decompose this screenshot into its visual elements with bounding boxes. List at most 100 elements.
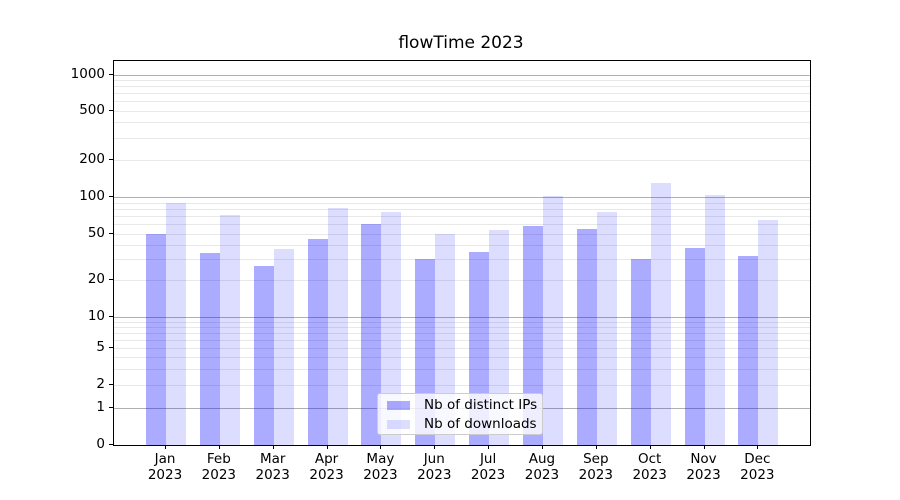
x-tick-mark — [165, 445, 166, 449]
y-tick-label: 100 — [79, 188, 105, 204]
minor-gridline — [114, 86, 810, 88]
y-tick-mark — [109, 196, 113, 197]
minor-gridline — [114, 208, 810, 210]
bar-downloads — [758, 219, 779, 445]
x-tick-label: Mar 2023 — [255, 451, 290, 483]
bar-distinct-ips — [146, 234, 166, 445]
x-tick-label: Jan 2023 — [147, 451, 183, 483]
x-tick-mark — [218, 445, 220, 449]
x-tick-mark — [434, 445, 436, 449]
major-gridline — [114, 74, 810, 76]
y-tick-mark — [109, 316, 113, 317]
minor-gridline — [114, 216, 810, 218]
major-gridline — [114, 197, 810, 198]
y-tick-mark — [109, 109, 113, 111]
y-tick-label: 50 — [87, 225, 105, 241]
y-tick-mark — [109, 73, 113, 75]
bar-downloads — [489, 229, 510, 445]
minor-gridline — [114, 326, 810, 328]
minor-gridline — [114, 137, 810, 139]
bar-distinct-ips — [630, 259, 651, 445]
y-tick-mark — [109, 443, 113, 445]
x-tick-mark — [326, 445, 328, 449]
bar-downloads — [219, 214, 240, 445]
legend-swatch-distinct-ips — [387, 401, 410, 410]
legend-item-downloads: Nb of downloads — [378, 415, 542, 434]
x-tick-mark — [488, 445, 490, 449]
chart-title: flowTime 2023 — [398, 33, 524, 53]
bar-downloads — [704, 195, 725, 445]
minor-gridline — [114, 122, 810, 124]
bar-distinct-ips — [684, 247, 705, 445]
minor-gridline — [114, 385, 810, 386]
x-tick-mark — [757, 445, 759, 449]
bar-downloads — [327, 208, 348, 445]
y-tick-mark — [109, 384, 113, 385]
minor-gridline — [114, 110, 810, 112]
x-tick-label: Dec 2023 — [740, 451, 775, 483]
x-tick-label: Oct 2023 — [632, 451, 667, 483]
bar-distinct-ips — [199, 253, 220, 445]
bar-downloads — [596, 211, 617, 445]
y-tick-mark — [109, 347, 113, 348]
y-tick-label: 500 — [79, 101, 105, 118]
y-tick-label: 1000 — [70, 65, 105, 82]
minor-gridline — [114, 234, 810, 235]
x-tick-mark — [703, 445, 705, 449]
y-tick-mark — [109, 233, 113, 234]
y-tick-mark — [109, 278, 113, 280]
x-tick-mark — [380, 445, 382, 449]
x-tick-mark — [541, 445, 543, 449]
y-tick-label: 2 — [96, 376, 105, 392]
x-tick-label: Nov 2023 — [686, 451, 721, 483]
minor-gridline — [114, 79, 810, 81]
minor-gridline — [114, 101, 810, 103]
x-tick-label: Apr 2023 — [309, 451, 344, 483]
minor-gridline — [114, 202, 810, 204]
y-tick-mark — [109, 158, 113, 160]
y-tick-mark — [109, 406, 113, 408]
bar-downloads — [273, 248, 294, 445]
legend-item-distinct-ips: Nb of distinct IPs — [378, 396, 542, 415]
legend: Nb of distinct IPs Nb of downloads — [377, 393, 543, 435]
minor-gridline — [114, 339, 810, 341]
x-tick-mark — [272, 445, 274, 449]
bar-downloads — [166, 203, 186, 445]
y-tick-label: 5 — [96, 339, 105, 355]
bar-distinct-ips — [522, 226, 543, 445]
x-tick-label: Jun 2023 — [417, 451, 452, 483]
legend-label-distinct-ips: Nb of distinct IPs — [424, 397, 538, 413]
minor-gridline — [114, 357, 810, 358]
legend-swatch-downloads — [387, 420, 410, 429]
y-tick-label: 0 — [96, 435, 105, 452]
x-tick-label: Feb 2023 — [201, 451, 237, 483]
bar-downloads — [650, 182, 671, 445]
x-tick-label: Sep 2023 — [578, 451, 613, 483]
minor-gridline — [114, 93, 810, 95]
y-tick-label: 20 — [87, 270, 105, 287]
minor-gridline — [114, 368, 810, 370]
bar-distinct-ips — [253, 266, 274, 445]
plot-area — [113, 60, 811, 446]
x-tick-label: Aug 2023 — [524, 451, 560, 483]
bar-downloads — [435, 234, 456, 445]
y-tick-label: 10 — [87, 308, 105, 324]
minor-gridline — [114, 321, 810, 323]
bar-distinct-ips — [307, 239, 328, 445]
bar-distinct-ips — [738, 256, 759, 445]
legend-label-downloads: Nb of downloads — [424, 416, 537, 432]
bar-distinct-ips — [576, 228, 597, 445]
x-tick-mark — [649, 445, 651, 449]
y-tick-label: 1 — [96, 398, 105, 415]
minor-gridline — [114, 259, 810, 261]
minor-gridline — [114, 332, 810, 334]
major-gridline — [114, 317, 810, 318]
minor-gridline — [114, 159, 810, 161]
x-tick-mark — [595, 445, 597, 449]
bar-downloads — [381, 212, 402, 445]
x-tick-label: Jul 2023 — [470, 451, 506, 483]
minor-gridline — [114, 279, 810, 281]
bar-downloads — [542, 196, 563, 445]
minor-gridline — [114, 224, 810, 226]
